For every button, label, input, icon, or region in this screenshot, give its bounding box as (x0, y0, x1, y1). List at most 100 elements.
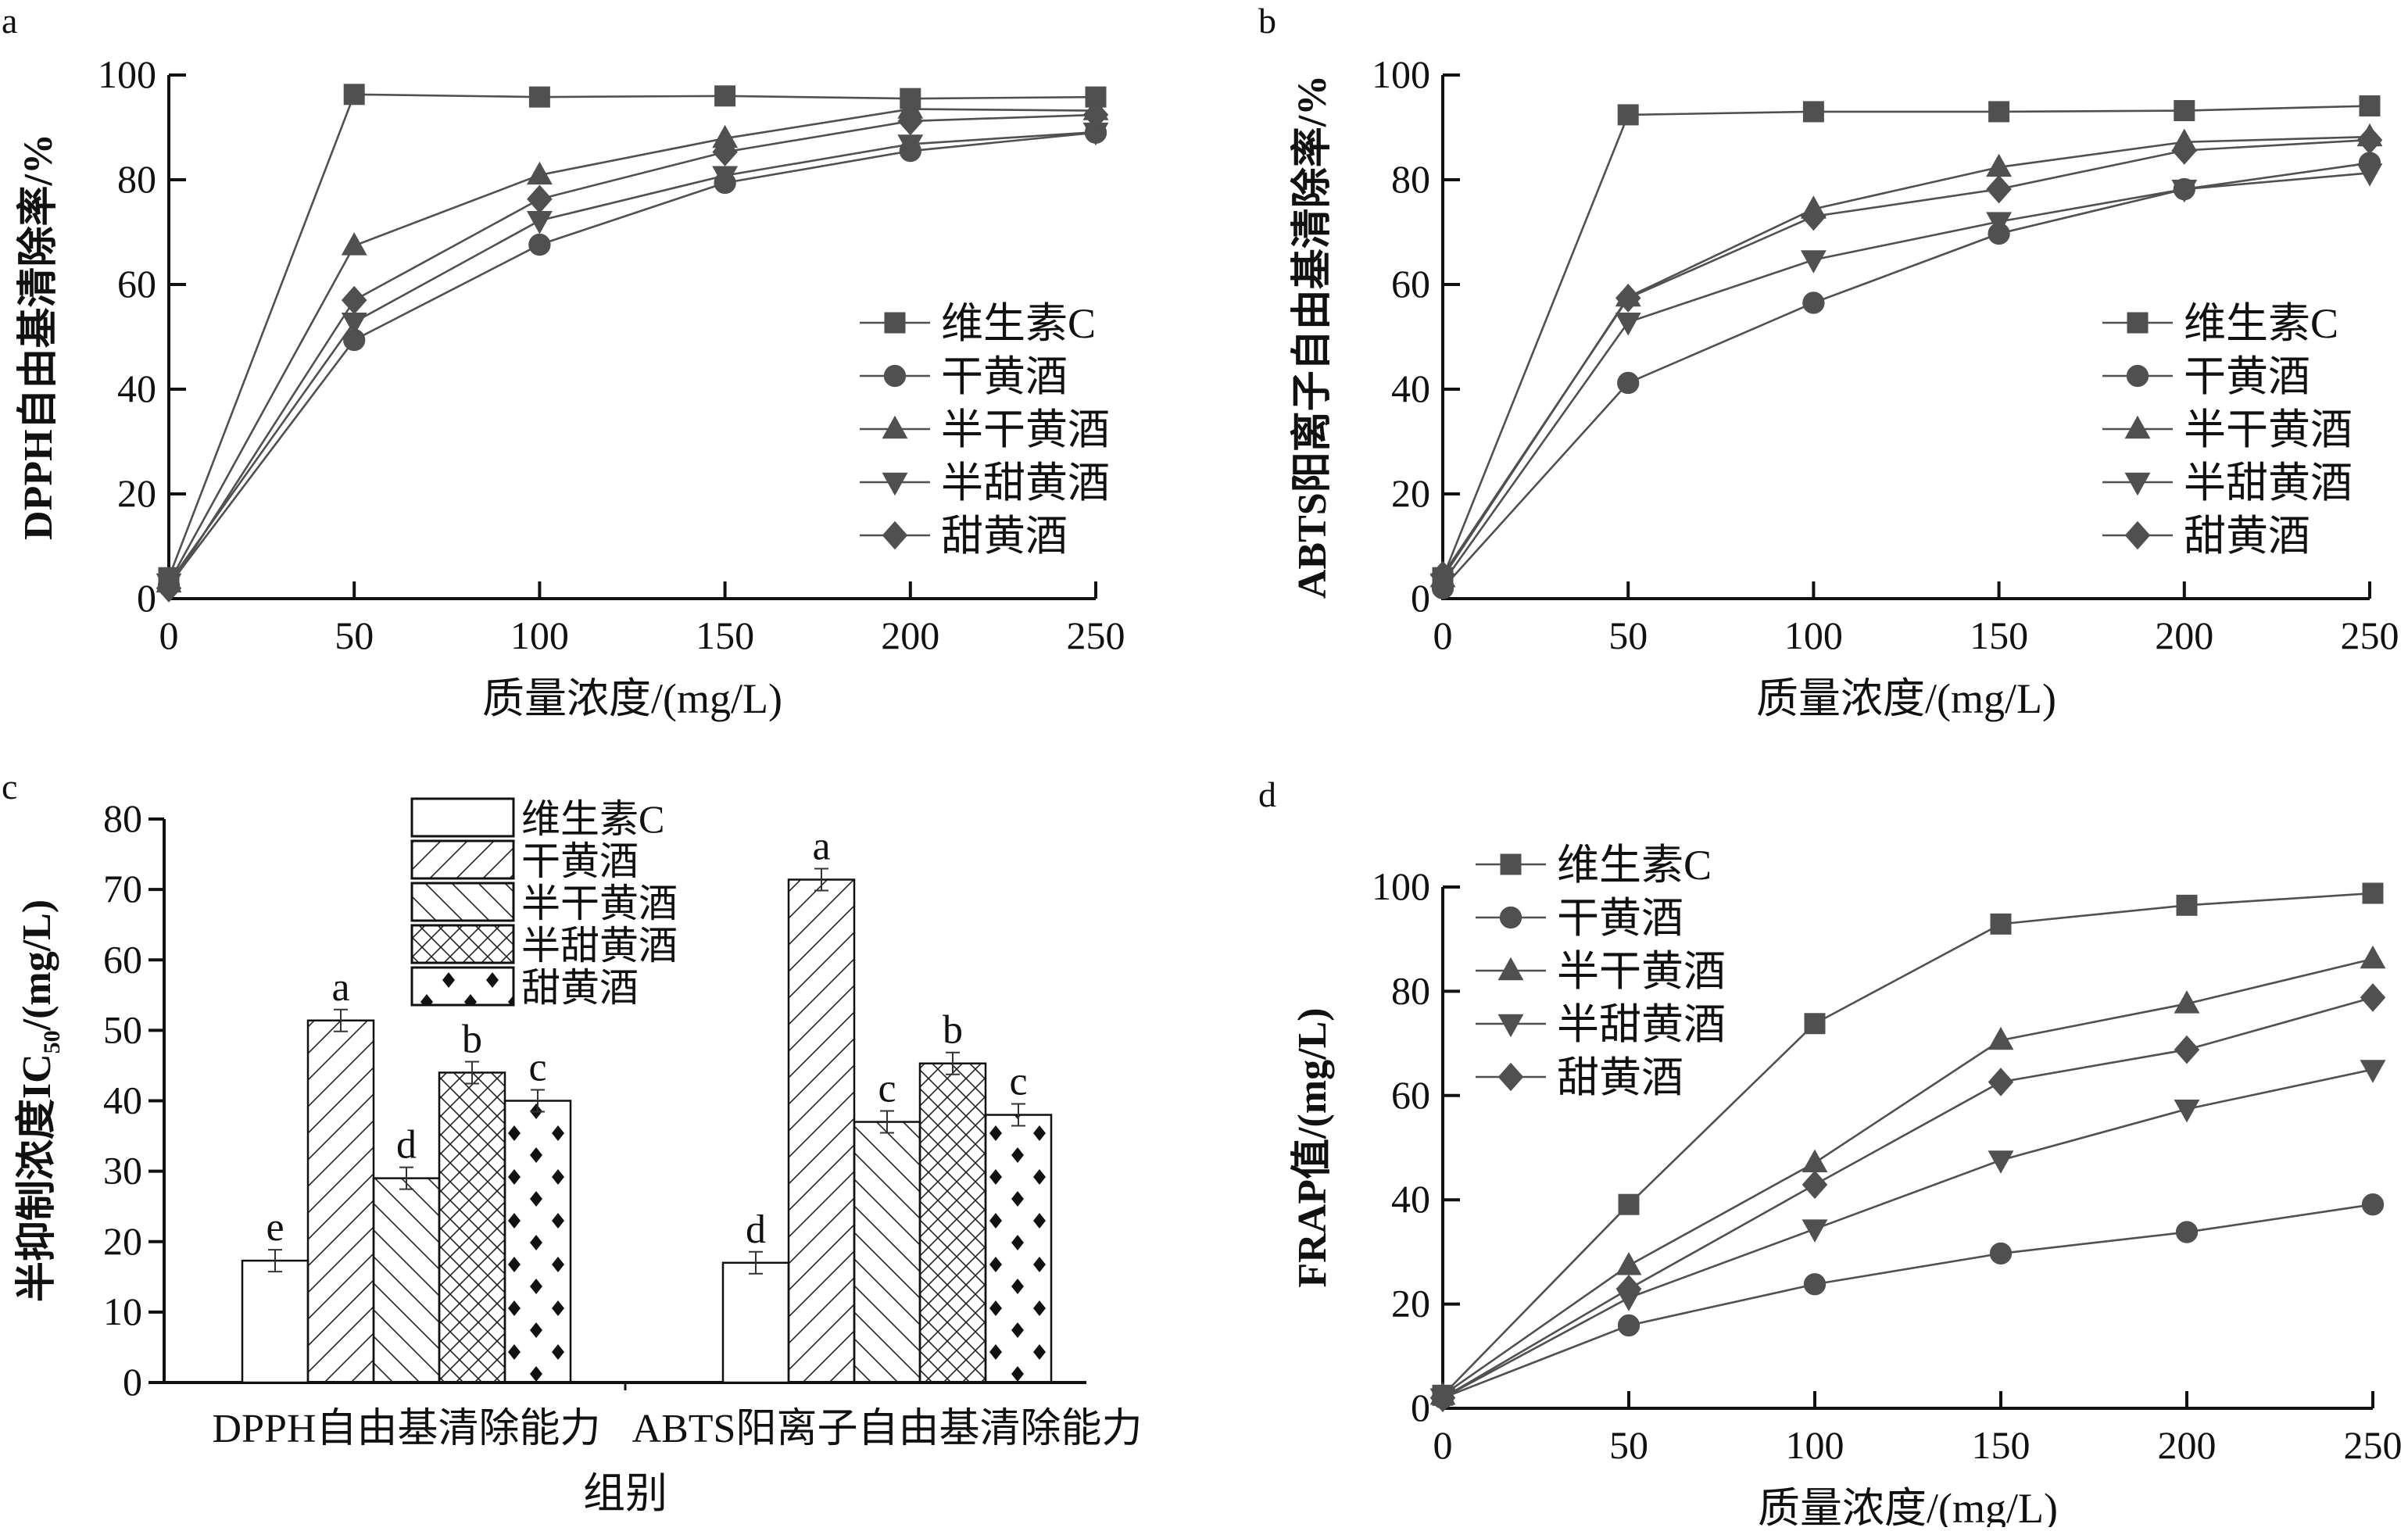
x-tick-label: 200 (2155, 613, 2213, 657)
series-line (167, 131, 1097, 584)
legend-item: 半甜黄酒 (410, 924, 678, 968)
legend-item: 甜黄酒 (2102, 513, 2310, 560)
legend-item: 半甜黄酒 (2102, 460, 2353, 506)
data-point (2171, 136, 2198, 165)
bar (853, 1121, 921, 1384)
bar (372, 1177, 441, 1384)
legend-label: 甜黄酒 (1557, 1054, 1683, 1101)
data-point (2175, 1221, 2199, 1243)
x-tick-label: 0 (159, 613, 179, 657)
data-point (527, 184, 553, 214)
x-tick-label: 100 (1786, 1423, 1844, 1467)
panel-letter-d: d (1258, 774, 1276, 814)
legend-marker-circle-icon (2126, 364, 2149, 388)
y-tick-label: 40 (1391, 1177, 1430, 1221)
legend-marker-diamond-icon (2124, 520, 2151, 550)
data-point (1618, 1193, 1640, 1215)
legend-swatch-icon (410, 882, 515, 922)
data-point (2356, 125, 2383, 155)
legend-marker-circle-icon (1499, 906, 1522, 929)
significance-label: a (812, 825, 830, 869)
chart-c-ic50-bars: 01020304050607080半抑制浓度IC50/(mg/L)eadbcDP… (14, 796, 1143, 1517)
y-tick-label: 60 (1391, 262, 1430, 306)
series-line (167, 113, 1097, 589)
significance-label: c (878, 1067, 896, 1111)
legend-marker-diamond-icon (1497, 1062, 1524, 1092)
series-5 (1429, 125, 2383, 590)
legend-item: 维生素C (410, 797, 664, 841)
data-point (1617, 104, 1639, 126)
data-point (897, 106, 924, 136)
error-bar (814, 867, 828, 892)
legend-item: 干黄酒 (2102, 353, 2310, 400)
legend-marker-diamond-icon (882, 520, 908, 550)
y-tick-label: 0 (137, 576, 156, 620)
data-point (1617, 1314, 1641, 1337)
legend-item: 维生素C (860, 300, 1096, 347)
significance-label: c (1009, 1060, 1027, 1104)
x-axis-label: 质量浓度/(mg/L) (1756, 675, 2056, 722)
data-point (2360, 1060, 2386, 1083)
legend-label: 半甜黄酒 (521, 924, 678, 968)
chart-b-abts-scavenging: 0 20 40 60 80 100 0 50 100 150 200 250 质量浓度/(mg/L) AB… (1290, 52, 2399, 722)
data-point (2360, 945, 2386, 969)
data-point (341, 285, 367, 315)
legend-item: 维生素C (1476, 842, 1712, 889)
x-tick-label: 250 (2344, 1423, 2403, 1467)
legend-marker-triangle-up-icon (882, 415, 908, 439)
error-bar (531, 1089, 545, 1113)
panel-d: d 0 20 40 60 80 100 0 50 100 150 200 250 质量浓度/(mg/L)… (1251, 750, 2408, 1531)
y-tick-label: 20 (103, 1219, 142, 1263)
y-tick-label: 100 (1372, 52, 1430, 96)
x-tick-label: 50 (335, 613, 374, 657)
y-axis-label: 半抑制浓度IC50/(mg/L) (14, 900, 65, 1302)
legend-label: 甜黄酒 (521, 966, 639, 1010)
data-point (2360, 983, 2386, 1012)
series-line (1442, 1203, 2374, 1399)
legend-item: 半干黄酒 (860, 406, 1110, 453)
series-4 (1429, 1060, 2386, 1411)
legend-swatch-icon (410, 797, 515, 838)
x-tick-label: 150 (1972, 1423, 2031, 1467)
data-point (1617, 371, 1640, 395)
y-tick-label: 20 (1391, 1282, 1430, 1325)
legend-label: 维生素C (941, 300, 1096, 347)
y-tick-label: 0 (1411, 1386, 1430, 1429)
y-tick-label: 80 (1391, 968, 1430, 1012)
x-tick-label: ABTS阳离子自由基清除能力 (632, 1407, 1143, 1451)
error-bar (334, 1008, 348, 1032)
data-point (1802, 1149, 1828, 1173)
legend-item: 半甜黄酒 (1476, 1001, 1726, 1048)
legend-item: 半干黄酒 (2102, 406, 2353, 453)
legend-marker-triangle-down-icon (1497, 1014, 1524, 1038)
significance-label: b (462, 1017, 482, 1061)
x-tick-label: 0 (1433, 1423, 1453, 1467)
series-5 (1429, 983, 2386, 1412)
data-point (2359, 95, 2381, 117)
significance-label: b (943, 1008, 963, 1053)
significance-label: e (266, 1205, 284, 1250)
legend-label: 半干黄酒 (2184, 406, 2353, 453)
data-point (714, 85, 736, 107)
chart-a-dpph-scavenging: 0 20 40 60 80 100 0 50 100 150 200 250 质量浓度/(mg/L) DP… (16, 52, 1125, 722)
x-tick-label: 150 (1970, 613, 2028, 657)
bar (721, 1261, 790, 1384)
series-line (167, 131, 1097, 587)
series-line (1442, 1068, 2374, 1399)
legend-label: 甜黄酒 (941, 513, 1068, 560)
legend-label: 甜黄酒 (2184, 513, 2310, 560)
series-line (1441, 171, 2370, 584)
series-line (167, 108, 1097, 584)
bar (918, 1062, 987, 1384)
series-line (1442, 162, 2370, 589)
legend-item: 甜黄酒 (410, 966, 639, 1010)
y-tick-label: 50 (103, 1007, 142, 1051)
x-tick-label: 150 (696, 613, 754, 657)
y-tick-label: 0 (123, 1360, 142, 1404)
data-point (2176, 894, 2198, 916)
data-point (712, 166, 739, 189)
error-bar (880, 1110, 894, 1134)
